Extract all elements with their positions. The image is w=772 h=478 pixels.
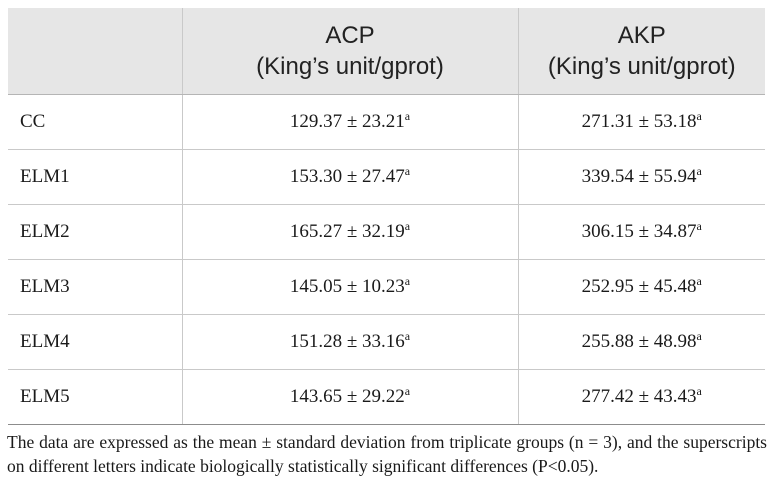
akp-significance-letter: a xyxy=(696,109,702,123)
table-body: CC 129.37 ± 23.21a 271.31 ± 53.18a ELM1 153.… xyxy=(8,94,765,425)
akp-value: 277.42 ± 43.43 xyxy=(581,386,697,407)
acp-significance-letter: a xyxy=(404,164,411,178)
header-cell-akp: AKP (King’s unit/gprot) xyxy=(517,8,765,95)
akp-value: 255.88 ± 48.98 xyxy=(581,331,697,352)
acp-value: 153.30 ± 27.47 xyxy=(289,166,405,187)
akp-value-cell: 252.95 ± 45.48a xyxy=(517,259,765,315)
table-row: ELM4 151.28 ± 33.16a 255.88 ± 48.98a xyxy=(8,314,765,370)
akp-value-cell: 306.15 ± 34.87a xyxy=(517,204,765,260)
row-label: ELM5 xyxy=(8,369,182,425)
table-footnote: The data are expressed as the mean ± sta… xyxy=(7,431,767,476)
akp-significance-letter: a xyxy=(696,164,702,178)
acp-value-cell: 151.28 ± 33.16a xyxy=(181,314,518,370)
acp-value: 145.05 ± 10.23 xyxy=(289,276,405,297)
row-label: ELM2 xyxy=(8,204,182,260)
table-row: ELM5 143.65 ± 29.22a 277.42 ± 43.43a xyxy=(8,369,765,425)
table-header: ACP (King’s unit/gprot) AKP (King’s unit… xyxy=(8,8,765,95)
acp-value: 165.27 ± 32.19 xyxy=(289,221,405,242)
akp-value-cell: 255.88 ± 48.98a xyxy=(517,314,765,370)
acp-significance-letter: a xyxy=(404,219,411,233)
akp-value-cell: 277.42 ± 43.43a xyxy=(517,369,765,425)
acp-value-cell: 145.05 ± 10.23a xyxy=(181,259,518,315)
header-akp-unit: (King’s unit/gprot) xyxy=(547,53,736,80)
akp-value-cell: 271.31 ± 53.18a xyxy=(517,94,765,150)
row-label: ELM4 xyxy=(8,314,182,370)
akp-significance-letter: a xyxy=(696,384,702,398)
acp-value-cell: 165.27 ± 32.19a xyxy=(181,204,518,260)
header-acp-unit: (King’s unit/gprot) xyxy=(256,53,444,80)
akp-significance-letter: a xyxy=(696,274,702,288)
akp-value: 252.95 ± 45.48 xyxy=(581,276,697,297)
acp-significance-letter: a xyxy=(404,109,411,123)
acp-value-cell: 143.65 ± 29.22a xyxy=(181,369,518,425)
acp-significance-letter: a xyxy=(404,329,411,343)
acp-value: 151.28 ± 33.16 xyxy=(289,331,405,352)
header-akp-name: AKP xyxy=(617,22,666,49)
acp-value: 143.65 ± 29.22 xyxy=(289,386,405,407)
header-acp-name: ACP xyxy=(325,22,375,49)
header-row: ACP (King’s unit/gprot) AKP (King’s unit… xyxy=(8,8,765,95)
akp-significance-letter: a xyxy=(696,329,702,343)
acp-value-cell: 129.37 ± 23.21a xyxy=(181,94,518,150)
row-label: ELM1 xyxy=(8,149,182,205)
table-row: ELM2 165.27 ± 32.19a 306.15 ± 34.87a xyxy=(8,204,765,260)
akp-value: 271.31 ± 53.18 xyxy=(581,111,697,132)
acp-significance-letter: a xyxy=(404,384,411,398)
akp-value: 306.15 ± 34.87 xyxy=(581,221,697,242)
table-row: CC 129.37 ± 23.21a 271.31 ± 53.18a xyxy=(8,94,765,150)
akp-significance-letter: a xyxy=(696,219,702,233)
akp-value-cell: 339.54 ± 55.94a xyxy=(517,149,765,205)
acp-value: 129.37 ± 23.21 xyxy=(289,111,405,132)
enzyme-activity-table: ACP (King’s unit/gprot) AKP (King’s unit… xyxy=(8,8,765,425)
table-row: ELM1 153.30 ± 27.47a 339.54 ± 55.94a xyxy=(8,149,765,205)
row-label: CC xyxy=(8,94,182,150)
header-cell-group xyxy=(8,8,182,95)
header-cell-acp: ACP (King’s unit/gprot) xyxy=(181,8,518,95)
acp-value-cell: 153.30 ± 27.47a xyxy=(181,149,518,205)
table-row: ELM3 145.05 ± 10.23a 252.95 ± 45.48a xyxy=(8,259,765,315)
akp-value: 339.54 ± 55.94 xyxy=(581,166,697,187)
acp-significance-letter: a xyxy=(404,274,411,288)
row-label: ELM3 xyxy=(8,259,182,315)
